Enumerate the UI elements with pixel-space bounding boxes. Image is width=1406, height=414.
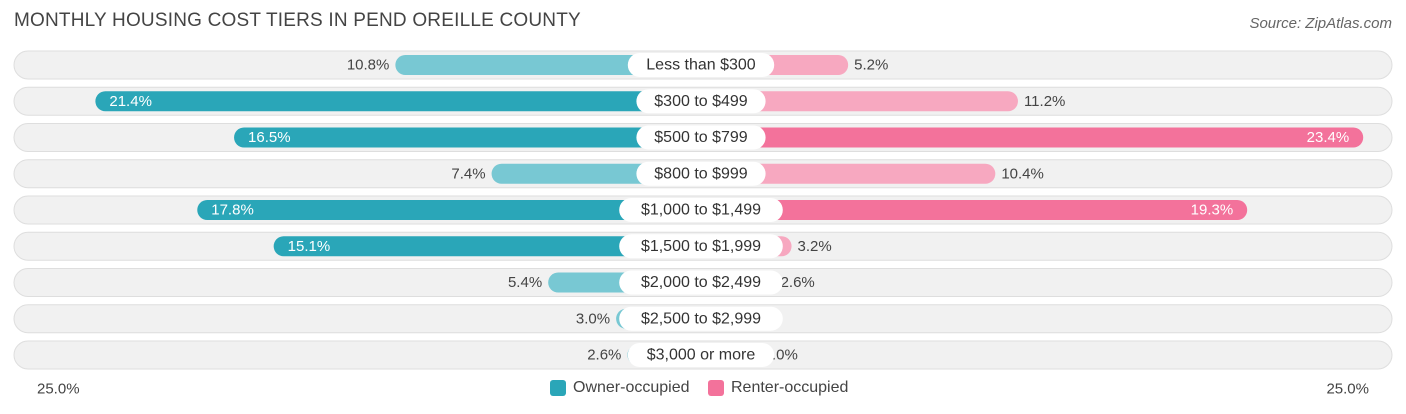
axis-label-left: 25.0% — [37, 381, 80, 398]
category-pill — [619, 198, 783, 222]
category-pill — [627, 53, 775, 77]
legend-swatch-renter — [708, 380, 724, 396]
owner-bar — [197, 200, 711, 220]
category-pill — [636, 125, 766, 150]
category-label: Less than $300 — [646, 57, 756, 74]
category-label: $800 to $999 — [654, 165, 748, 182]
renter-value-label: 5.2% — [854, 57, 888, 74]
owner-value-label: 2.6% — [587, 347, 621, 364]
category-pill — [636, 161, 766, 186]
renter-value-label: 3.2% — [798, 238, 832, 255]
legend-label-renter: Renter-occupied — [731, 379, 849, 396]
category-pill — [619, 306, 783, 331]
owner-bar — [273, 236, 711, 257]
owner-value-label: 15.1% — [288, 238, 331, 255]
legend-label-owner: Owner-occupied — [573, 379, 690, 396]
renter-value-label: 19.3% — [1191, 202, 1234, 219]
category-pill — [636, 89, 766, 114]
category-label: $1,500 to $1,999 — [641, 238, 761, 255]
source-label: Source: ZipAtlas.com — [1249, 15, 1392, 32]
legend-item-renter: Renter-occupied — [708, 379, 848, 397]
category-label: $500 to $799 — [654, 129, 748, 146]
legend: Owner-occupied Renter-occupied — [0, 379, 1406, 401]
owner-value-label: 7.4% — [451, 165, 485, 182]
owner-bar — [95, 91, 711, 112]
category-pill — [627, 343, 775, 367]
category-pill — [619, 270, 783, 295]
owner-value-label: 5.4% — [508, 274, 542, 291]
renter-value-label: 11.2% — [1024, 93, 1065, 110]
renter-value-label: 23.4% — [1307, 129, 1350, 146]
axis-label-right: 25.0% — [1326, 381, 1369, 398]
owner-value-label: 21.4% — [109, 93, 152, 110]
category-label: $1,000 to $1,499 — [641, 202, 761, 219]
legend-item-owner: Owner-occupied — [550, 379, 690, 397]
renter-bar — [691, 163, 996, 184]
category-label: $300 to $499 — [654, 93, 748, 110]
category-label: $2,500 to $2,999 — [641, 310, 761, 327]
chart-title: MONTHLY HOUSING COST TIERS IN PEND OREIL… — [14, 10, 581, 31]
owner-value-label: 3.0% — [576, 310, 610, 327]
owner-value-label: 17.8% — [211, 202, 254, 219]
owner-value-label: 16.5% — [248, 129, 291, 146]
owner-bar — [234, 127, 712, 148]
legend-swatch-owner — [550, 380, 566, 396]
renter-bar — [691, 200, 1248, 220]
renter-bar — [691, 127, 1364, 148]
category-label: $2,000 to $2,499 — [641, 274, 761, 291]
renter-value-label: 10.4% — [1001, 165, 1044, 182]
owner-value-label: 10.8% — [347, 57, 390, 74]
renter-value-label: 2.6% — [781, 274, 815, 291]
renter-bar — [691, 91, 1018, 112]
category-pill — [619, 234, 783, 259]
category-label: $3,000 or more — [647, 347, 756, 364]
